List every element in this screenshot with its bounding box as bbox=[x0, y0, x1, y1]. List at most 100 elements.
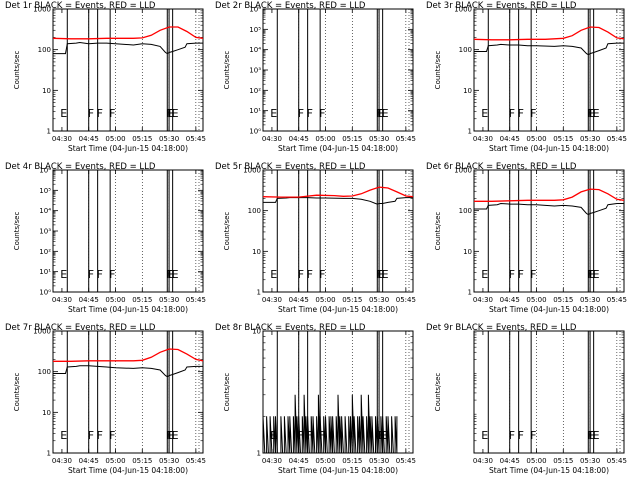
x-tick-label: 05:45 bbox=[186, 296, 206, 304]
x-tick-label: 04:45 bbox=[289, 296, 309, 304]
y-axis-label: Counts/sec bbox=[223, 212, 231, 251]
y-tick-label: 1 bbox=[47, 450, 51, 458]
transition-label: F bbox=[307, 429, 313, 442]
panel-det-4: Det 4r BLACK = Events, RED = LLDEFFFFEE0… bbox=[5, 162, 206, 314]
y-tick-label: 1 bbox=[468, 128, 472, 136]
x-tick-label: 05:30 bbox=[159, 296, 179, 304]
transition-label: E bbox=[168, 107, 175, 120]
x-tick-label: 05:00 bbox=[526, 135, 546, 143]
y-tick-label: 1000 bbox=[243, 167, 261, 175]
x-axis-label: Start Time (04-Jun-15 04:18:00) bbox=[68, 466, 188, 475]
x-tick-label: 05:30 bbox=[159, 457, 179, 465]
panel-det-9: Det 9r BLACK = Events, RED = LLDEFFFFEE0… bbox=[426, 323, 627, 475]
transition-label: F bbox=[97, 268, 103, 281]
y-axis-label: Counts/sec bbox=[13, 51, 21, 90]
transition-label: E bbox=[270, 107, 277, 120]
transition-label: E bbox=[593, 268, 600, 281]
y-tick-label: 1000 bbox=[454, 167, 472, 175]
x-axis-label: Start Time (04-Jun-15 04:18:00) bbox=[278, 466, 398, 475]
y-tick-label: 1 bbox=[257, 289, 261, 297]
panel-title: Det 3r BLACK = Events, RED = LLD bbox=[426, 1, 577, 11]
y-axis-label: Counts/sec bbox=[13, 212, 21, 251]
x-tick-label: 05:00 bbox=[526, 296, 546, 304]
transition-label: E bbox=[270, 268, 277, 281]
x-tick-label: 04:45 bbox=[500, 135, 520, 143]
y-tick-label: 1000 bbox=[33, 328, 51, 336]
panel-det-7: Det 7r BLACK = Events, RED = LLDEFFFFEE0… bbox=[5, 323, 206, 475]
y-axis-label: Counts/sec bbox=[223, 373, 231, 412]
transition-label: F bbox=[298, 107, 304, 120]
panel-title: Det 5r BLACK = Events, RED = LLD bbox=[215, 162, 366, 172]
panel-title: Det 9r BLACK = Events, RED = LLD bbox=[426, 323, 577, 333]
transition-label: E bbox=[382, 107, 389, 120]
lld-series-line bbox=[262, 186, 414, 198]
transition-label: E bbox=[172, 429, 179, 442]
x-tick-label: 04:45 bbox=[289, 457, 309, 465]
x-tick-label: 05:45 bbox=[396, 457, 416, 465]
x-tick-label: 05:15 bbox=[342, 135, 362, 143]
x-axis-label: Start Time (04-Jun-15 04:18:00) bbox=[68, 144, 188, 153]
plot-frame bbox=[473, 330, 625, 454]
plot-frame bbox=[52, 169, 204, 293]
x-tick-label: 05:15 bbox=[553, 296, 573, 304]
transition-label: F bbox=[109, 429, 115, 442]
x-tick-label: 05:15 bbox=[342, 296, 362, 304]
panel-title: Det 4r BLACK = Events, RED = LLD bbox=[5, 162, 156, 172]
events-series-line bbox=[262, 394, 398, 454]
x-axis-label: Start Time (04-Jun-15 04:18:00) bbox=[489, 144, 609, 153]
x-tick-label: 05:30 bbox=[580, 296, 600, 304]
x-tick-label: 04:30 bbox=[473, 296, 493, 304]
x-tick-label: 04:30 bbox=[473, 457, 493, 465]
x-tick-label: 05:15 bbox=[553, 135, 573, 143]
transition-label: F bbox=[88, 268, 94, 281]
transition-label: F bbox=[319, 429, 325, 442]
panel-title: Det 6r BLACK = Events, RED = LLD bbox=[426, 162, 577, 172]
transition-label: E bbox=[481, 268, 488, 281]
transition-label: F bbox=[109, 107, 115, 120]
transition-label: F bbox=[319, 107, 325, 120]
events-series-line bbox=[474, 42, 624, 56]
plot-frame bbox=[52, 8, 204, 132]
y-tick-label: 10³ bbox=[39, 228, 51, 236]
transition-label: F bbox=[530, 429, 536, 442]
x-tick-label: 05:15 bbox=[132, 135, 152, 143]
x-tick-label: 05:00 bbox=[105, 296, 125, 304]
events-series-line bbox=[53, 41, 203, 55]
panel-title: Det 2r BLACK = Events, RED = LLD bbox=[215, 1, 366, 11]
y-axis-label: Counts/sec bbox=[434, 373, 442, 412]
lld-series-line bbox=[474, 188, 625, 202]
y-tick-label: 10⁶ bbox=[249, 6, 261, 14]
y-tick-label: 100 bbox=[459, 207, 472, 215]
y-axis-label: Counts/sec bbox=[434, 51, 442, 90]
panel-det-2: Det 2r BLACK = Events, RED = LLDEFFFFEE0… bbox=[215, 1, 416, 153]
x-tick-label: 04:30 bbox=[52, 135, 72, 143]
lld-series-line bbox=[53, 348, 204, 362]
y-tick-label: 10 bbox=[463, 87, 472, 95]
transition-label: F bbox=[509, 107, 515, 120]
x-tick-label: 05:45 bbox=[607, 296, 627, 304]
x-tick-label: 05:00 bbox=[315, 296, 335, 304]
transition-label: E bbox=[589, 268, 596, 281]
transition-label: E bbox=[60, 107, 67, 120]
x-tick-label: 05:30 bbox=[369, 296, 389, 304]
x-tick-label: 05:15 bbox=[132, 457, 152, 465]
panel-det-5: Det 5r BLACK = Events, RED = LLDEFFFFEE0… bbox=[215, 162, 416, 314]
x-tick-label: 05:15 bbox=[132, 296, 152, 304]
y-tick-label: 10⁴ bbox=[249, 46, 261, 54]
transition-label: E bbox=[378, 268, 385, 281]
transition-label: F bbox=[307, 268, 313, 281]
y-tick-label: 10² bbox=[39, 248, 51, 256]
transition-label: F bbox=[97, 107, 103, 120]
y-tick-label: 10 bbox=[463, 248, 472, 256]
x-tick-label: 04:45 bbox=[79, 457, 99, 465]
y-tick-label: 100 bbox=[38, 368, 51, 376]
plot-frame bbox=[262, 169, 414, 293]
x-tick-label: 05:15 bbox=[553, 457, 573, 465]
x-axis-label: Start Time (04-Jun-15 04:18:00) bbox=[489, 466, 609, 475]
transition-label: E bbox=[172, 107, 179, 120]
y-axis-label: Counts/sec bbox=[434, 212, 442, 251]
x-tick-label: 05:00 bbox=[526, 457, 546, 465]
x-tick-label: 04:45 bbox=[79, 296, 99, 304]
x-axis-label: Start Time (04-Jun-15 04:18:00) bbox=[278, 305, 398, 314]
